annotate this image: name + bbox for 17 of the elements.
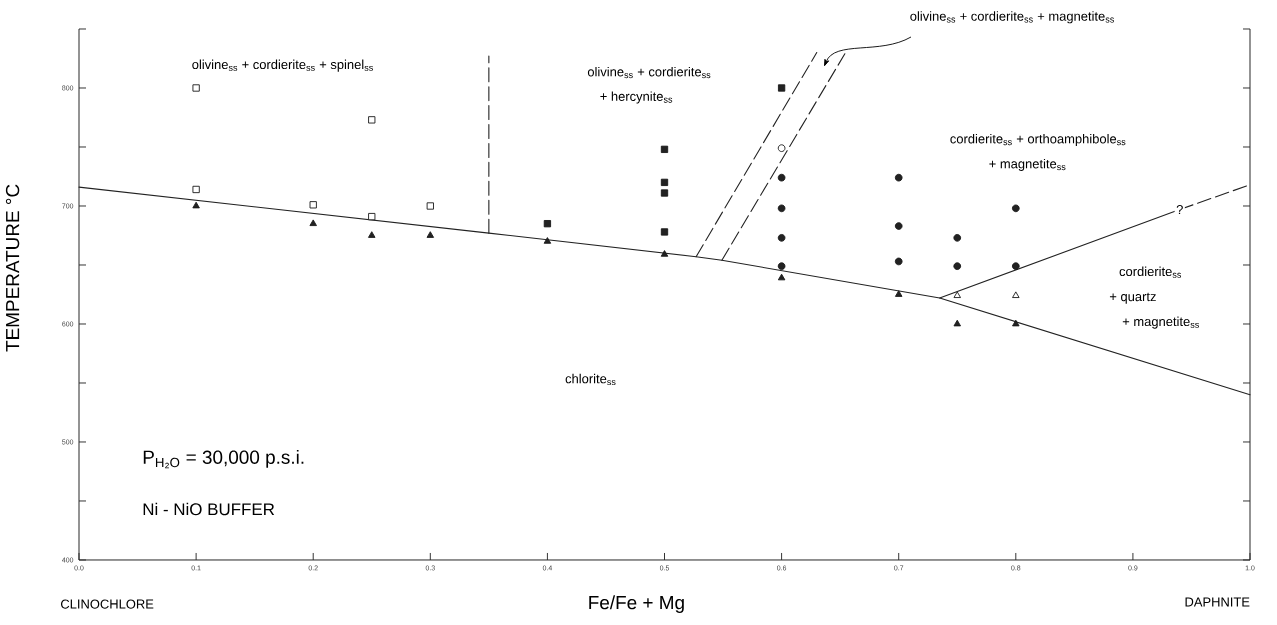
annotation: cordierite$_{ss}$ <box>1119 266 1182 278</box>
annotation: Ni - NiO BUFFER <box>143 502 275 516</box>
annotation: P$_{H₂O}$ = 30,000 p.s.i. <box>143 450 304 469</box>
annotation: olivine$_{ss}$ + cordierite$_{ss}$ <box>587 66 711 79</box>
text: DAPHNITE <box>1185 597 1250 607</box>
text: CLINOCHLORE <box>60 599 154 609</box>
annotation: chlorite$_{ss}$ <box>565 373 616 386</box>
x-axis-title: Fe/Fe + Mg <box>589 595 684 613</box>
annotation: + magnetite$_{ss}$ <box>1122 316 1199 329</box>
y-axis-title: TEMPERATURE °C <box>5 184 20 352</box>
text: olivine$_{ss}$ + cordierite$_{ss}$ + magnetite$_{ss}$ <box>910 11 1114 24</box>
annotation: + hercynite$_{ss}$ <box>600 91 673 104</box>
annotation: + quartz <box>1109 292 1156 304</box>
annotation: olivine$_{ss}$ + cordierite$_{ss}$ + spinel$_{ss}$ <box>192 59 373 72</box>
annotation: cordierite$_{ss}$ + orthoamphibole$_{ss}$ <box>950 133 1126 146</box>
annotation: + magnetite$_{ss}$ <box>989 158 1066 171</box>
annotation: ? <box>1176 205 1183 215</box>
